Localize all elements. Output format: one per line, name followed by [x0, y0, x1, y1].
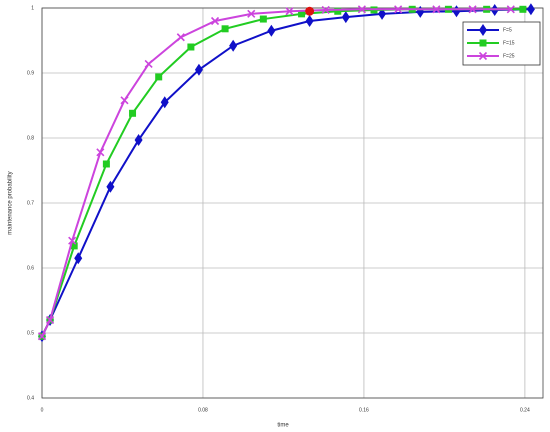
- marker: [341, 11, 350, 24]
- marker: [452, 5, 461, 18]
- marker: [432, 5, 441, 14]
- y-tick-label: 0.8: [27, 135, 34, 141]
- y-axis-label: maintenance probability: [8, 171, 14, 234]
- marker: [416, 5, 425, 18]
- marker: [334, 7, 342, 15]
- legend-label: F=5: [503, 27, 512, 33]
- marker: [479, 39, 487, 47]
- marker: [259, 15, 267, 23]
- marker: [394, 5, 403, 14]
- marker: [106, 180, 115, 193]
- y-tick-label: 0.6: [27, 265, 34, 271]
- marker: [210, 16, 220, 26]
- legend: F=5 F=15 F=25: [462, 21, 541, 66]
- marker: [194, 63, 203, 76]
- y-tick-label: 0.5: [27, 330, 34, 336]
- marker: [378, 7, 387, 20]
- y-tick-label: 0.7: [27, 200, 34, 206]
- marker: [247, 9, 256, 18]
- marker: [267, 24, 276, 37]
- marker: [102, 160, 110, 168]
- marker: [468, 5, 477, 14]
- marker: [155, 73, 163, 81]
- marker: [68, 236, 77, 245]
- marker: [134, 133, 143, 146]
- y-tick-label: 0.4: [27, 395, 34, 401]
- marker: [478, 51, 488, 61]
- marker: [96, 148, 105, 157]
- marker: [229, 39, 238, 52]
- x-tick-label: 0.24: [520, 407, 530, 413]
- marker: [129, 109, 137, 117]
- x-tick-label: 0.16: [359, 407, 369, 413]
- x-axis-label: time: [277, 423, 289, 429]
- marker: [298, 10, 306, 18]
- marker: [187, 43, 195, 51]
- marker: [321, 5, 330, 15]
- marker: [221, 25, 229, 33]
- marker: [45, 315, 55, 325]
- marker: [519, 5, 527, 13]
- y-tick-label: 0.9: [27, 70, 34, 76]
- series-line: [41, 8, 531, 337]
- marker: [70, 242, 78, 250]
- marker: [176, 33, 185, 42]
- marker: [120, 96, 129, 105]
- legend-label: F=15: [503, 40, 515, 46]
- marker: [37, 332, 47, 341]
- series-line: [41, 8, 523, 337]
- marker: [285, 7, 294, 16]
- marker: [479, 24, 487, 36]
- series-line: [41, 8, 511, 337]
- marker: [506, 5, 515, 14]
- marker: [305, 15, 314, 27]
- legend-label: F=25: [503, 53, 515, 59]
- x-tick-label: 0.08: [198, 407, 208, 413]
- y-tick-label: 1: [31, 5, 34, 11]
- marker: [357, 5, 366, 14]
- marker: [144, 59, 153, 68]
- marker: [160, 96, 169, 109]
- highlight-point: [305, 6, 315, 16]
- marker: [74, 252, 83, 265]
- x-tick-label: 0: [41, 407, 44, 413]
- marker: [526, 3, 535, 16]
